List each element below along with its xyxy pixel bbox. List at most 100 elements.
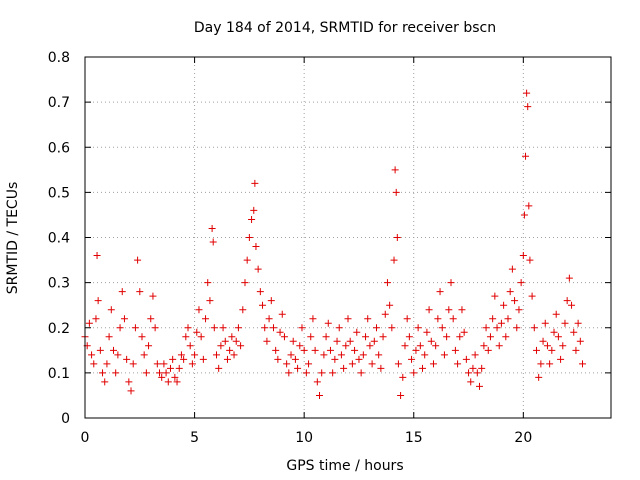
data-point: [491, 292, 499, 300]
data-point: [451, 346, 459, 354]
data-point: [99, 369, 107, 377]
data-point: [160, 360, 168, 368]
data-point: [414, 324, 422, 332]
data-point: [333, 337, 341, 345]
data-point: [164, 378, 172, 386]
data-point: [370, 337, 378, 345]
data-point: [410, 369, 418, 377]
data-point: [456, 333, 464, 341]
data-point: [423, 328, 431, 336]
data-point: [480, 342, 488, 350]
data-point: [226, 346, 234, 354]
data-point: [230, 351, 238, 359]
data-point: [138, 333, 146, 341]
data-point: [434, 315, 442, 323]
data-point: [217, 342, 225, 350]
data-point: [342, 342, 350, 350]
data-point: [188, 360, 196, 368]
data-point: [379, 333, 387, 341]
data-point: [151, 324, 159, 332]
data-point: [359, 351, 367, 359]
data-point: [219, 324, 227, 332]
data-point: [513, 324, 521, 332]
data-point: [109, 346, 117, 354]
data-point: [278, 310, 286, 318]
data-point: [221, 337, 229, 345]
x-tick-label: 0: [81, 430, 90, 446]
x-tick-label: 10: [295, 430, 313, 446]
data-point: [326, 346, 334, 354]
y-tick-label: 0.6: [48, 140, 70, 156]
y-tick-label: 0.4: [48, 231, 70, 247]
data-point: [548, 346, 556, 354]
data-point: [208, 224, 216, 232]
data-point: [525, 202, 533, 210]
x-tick-label: 15: [405, 430, 423, 446]
data-point: [169, 355, 177, 363]
data-point: [210, 324, 218, 332]
data-point: [366, 342, 374, 350]
data-point: [252, 243, 260, 251]
data-point: [467, 378, 475, 386]
data-point: [524, 103, 532, 111]
data-point: [502, 333, 510, 341]
data-point: [195, 306, 203, 314]
data-point: [241, 279, 249, 287]
data-point: [261, 324, 269, 332]
data-point: [559, 342, 567, 350]
data-point: [489, 315, 497, 323]
data-point: [500, 301, 508, 309]
data-point: [184, 324, 192, 332]
data-point: [528, 292, 536, 300]
data-point: [173, 378, 181, 386]
data-point: [88, 351, 96, 359]
data-point: [554, 333, 562, 341]
data-point: [520, 211, 528, 219]
y-tick-label: 0.1: [48, 366, 70, 382]
data-point: [344, 315, 352, 323]
data-point: [432, 342, 440, 350]
data-point: [565, 274, 573, 282]
data-point: [337, 351, 345, 359]
data-point: [182, 333, 190, 341]
data-point: [508, 265, 516, 273]
data-point: [476, 382, 483, 390]
data-point: [269, 324, 277, 332]
data-point: [259, 301, 267, 309]
data-point: [362, 333, 370, 341]
data-point: [405, 333, 413, 341]
data-point: [504, 315, 512, 323]
data-point: [251, 179, 259, 187]
data-point: [228, 333, 236, 341]
x-axis-label: GPS time / hours: [286, 458, 403, 474]
data-point: [460, 328, 468, 336]
data-point: [353, 328, 361, 336]
data-point: [140, 351, 148, 359]
data-point: [541, 319, 549, 327]
data-point: [550, 328, 558, 336]
data-point: [96, 346, 104, 354]
data-point: [254, 265, 262, 273]
data-point: [320, 351, 328, 359]
data-point: [386, 301, 394, 309]
data-point: [517, 279, 525, 287]
data-point: [186, 342, 194, 350]
data-point: [193, 328, 201, 336]
data-point: [250, 206, 258, 214]
data-point: [401, 342, 409, 350]
data-point: [486, 333, 494, 341]
data-point: [579, 360, 587, 368]
data-point: [291, 355, 299, 363]
data-point: [283, 360, 291, 368]
data-point: [539, 337, 547, 345]
data-point: [355, 355, 363, 363]
data-point: [294, 364, 302, 372]
data-point: [263, 337, 271, 345]
data-point: [202, 315, 210, 323]
data-point: [302, 369, 310, 377]
data-point: [449, 315, 457, 323]
data-point: [120, 315, 128, 323]
data-point: [131, 324, 139, 332]
data-point: [546, 360, 554, 368]
